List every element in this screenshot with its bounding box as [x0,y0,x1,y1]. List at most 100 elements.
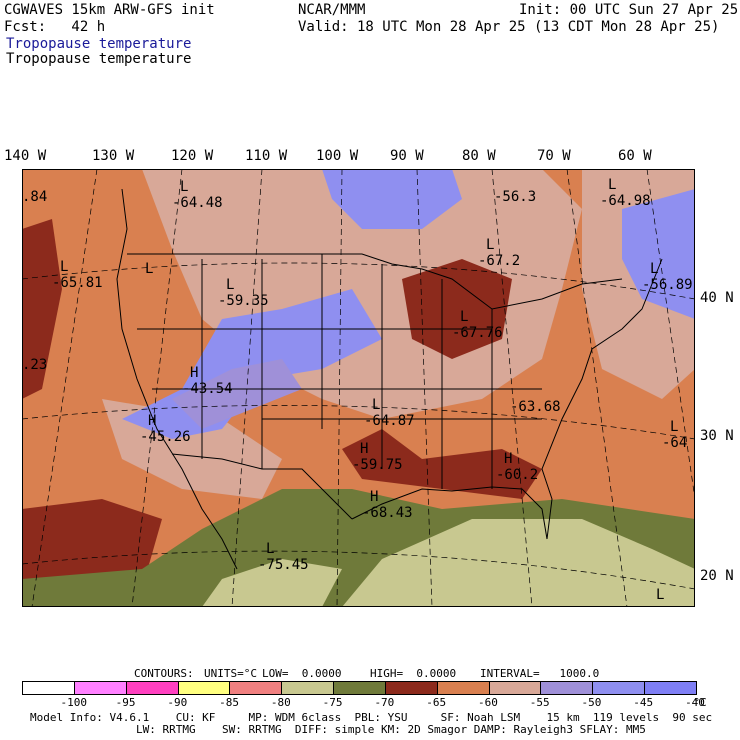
lon-label-140w: 140 W [4,148,47,164]
colorbar-tick-label: -75 [322,696,343,709]
map-extremum-value: -64 [662,435,687,451]
contours-interval: INTERVAL= 1000.0 [480,667,600,680]
model-info-line1: Model Info: V4.6.1 CU: KF MP: WDM 6class… [30,711,713,724]
valid-time: Valid: 18 UTC Mon 28 Apr 25 (13 CDT Mon … [298,19,720,35]
colorbar-swatch [334,682,386,694]
colorbar-swatch [74,682,127,694]
graticule-lon-8 [646,169,695,500]
map-extremum-value: -60.2 [496,467,538,483]
tropopause-temperature-map: .84 -56.3 L -64.98 L -64.48 L -67.2 L -65.81 L L -56… [22,169,695,607]
model-title: CGWAVES 15km ARW-GFS init [4,2,215,18]
colorbar-tick-label: °C [693,696,707,709]
field-khaki [342,519,695,607]
lon-label-130w: 130 W [92,148,135,164]
map-extremum-letter: H [148,413,156,429]
map-extremum-letter: L [650,261,658,277]
lat-label-20n: 20 N [700,568,734,584]
map-extremum-value: .23 [22,357,47,373]
field-red-greatlakes [402,259,512,359]
organization: NCAR/MMM [298,2,366,18]
graticule-lon-2 [131,169,183,607]
field-blue-north [322,169,462,229]
map-extremum-letter: L [670,419,678,435]
colorbar-tick-label: -90 [167,696,188,709]
map-extremum-letter: L [608,177,616,193]
colorbar-tick-label: -95 [115,696,136,709]
colorbar-tick-label: -65 [426,696,447,709]
colorbar-swatch [126,682,179,694]
colorbar-tick-label: -100 [60,696,88,709]
contours-low: LOW= 0.0000 [262,667,342,680]
contours-label: CONTOURS: [134,667,194,680]
colorbar-tick-label: -70 [374,696,395,709]
colorbar-tick-label: -40 [685,696,705,709]
map-extremum-letter: L [460,309,468,325]
colorbar-tick-label: -60 [477,696,498,709]
lat-label-40n: 40 N [700,290,734,306]
map-extremum-value: -64.98 [600,193,651,209]
map-extremum-value: -65.81 [52,275,103,291]
lon-label-120w: 120 W [171,148,214,164]
field-red-pacific [22,499,162,589]
contours-high: HIGH= 0.0000 [370,667,457,680]
lon-label-60w: 60 W [618,148,652,164]
map-extremum-value: -64.48 [172,195,223,211]
map-extremum-letter: H [504,451,512,467]
colorbar-swatch [541,682,594,694]
field-blue-ne [622,189,695,319]
graticule-lon-1 [31,169,98,607]
colorbar-tick-label: -85 [219,696,239,709]
map-extremum-letter: L [60,259,68,275]
map-extremum-letter: H [190,365,198,381]
field-title-black: Tropopause temperature [6,51,192,67]
map-extremum-value: -75.45 [258,557,309,573]
colorbar-swatch [593,682,646,694]
map-extremum-letter: L [180,179,188,195]
graticule-lon-5 [416,169,433,607]
graticule-lon-3 [231,169,263,607]
lon-label-80w: 80 W [462,148,496,164]
colorbar-tick-label: -80 [270,696,291,709]
coastline-west [116,188,238,570]
coastline-east [541,258,663,540]
map-extremum-value: -68.43 [362,505,413,521]
map-extremum-value: -43.54 [182,381,233,397]
colorbar-swatch [489,682,542,694]
map-extremum-letter: H [360,441,368,457]
field-red-westcoast [22,219,62,399]
colorbar-swatch [230,682,283,694]
map-extremum-letter: L [145,261,153,277]
lat-label-30n: 30 N [700,428,734,444]
colorbar-tick-label: -55 [529,696,550,709]
map-extremum-value: -56.3 [494,189,536,205]
graticule-lon-6 [491,169,533,607]
border-us-mexico [171,453,353,520]
graticule-lon-7 [566,169,628,607]
colorbar-swatch [645,682,696,694]
colorbar-swatch [23,682,75,694]
graticule-30n [22,405,695,440]
colorbar-swatch [282,682,335,694]
map-extremum-value: -67.76 [452,325,503,341]
map-extremum-letter: L [266,541,274,557]
colorbar-swatch [437,682,490,694]
coastline-gulf [351,486,548,540]
map-extremum-value: -63.68 [510,399,561,415]
init-time: Init: 00 UTC Sun 27 Apr 25 [519,2,739,18]
lon-label-110w: 110 W [245,148,288,164]
map-extremum-value: -45.26 [140,429,191,445]
map-extremum-value: -56.89 [642,277,693,293]
map-extremum-letter: L [656,587,664,603]
map-extremum-letter: H [370,489,378,505]
contours-units: UNITS=°C [204,667,257,680]
lon-label-90w: 90 W [390,148,424,164]
model-info-line2: LW: RRTMG SW: RRTMG DIFF: simple KM: 2D … [30,723,646,736]
colorbar-tick-label: -45 [633,696,654,709]
map-extremum-value: -67.2 [478,253,520,269]
lon-label-70w: 70 W [537,148,571,164]
map-extremum-value: -59.35 [218,293,269,309]
map-extremum-value: -59.75 [352,457,403,473]
colorbar-swatch [385,682,438,694]
map-extremum-value: .84 [22,189,47,205]
colorbar-tick-label: -50 [581,696,602,709]
